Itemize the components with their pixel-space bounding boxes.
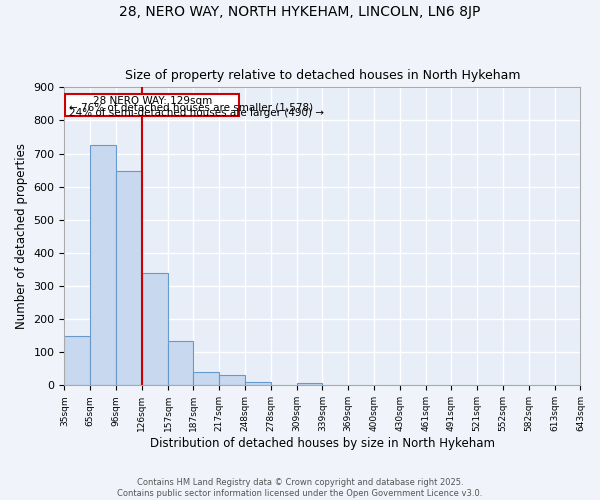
- Bar: [245, 382, 271, 386]
- Text: ← 76% of detached houses are smaller (1,578): ← 76% of detached houses are smaller (1,…: [70, 102, 314, 112]
- FancyBboxPatch shape: [65, 94, 239, 116]
- Text: 28 NERO WAY: 129sqm: 28 NERO WAY: 129sqm: [92, 96, 212, 106]
- Text: 28, NERO WAY, NORTH HYKEHAM, LINCOLN, LN6 8JP: 28, NERO WAY, NORTH HYKEHAM, LINCOLN, LN…: [119, 5, 481, 19]
- Bar: [193, 372, 219, 386]
- Text: Contains HM Land Registry data © Crown copyright and database right 2025.
Contai: Contains HM Land Registry data © Crown c…: [118, 478, 482, 498]
- Bar: [142, 273, 168, 386]
- X-axis label: Distribution of detached houses by size in North Hykeham: Distribution of detached houses by size …: [150, 437, 495, 450]
- Bar: [297, 382, 322, 386]
- Text: 24% of semi-detached houses are larger (490) →: 24% of semi-detached houses are larger (…: [70, 108, 325, 118]
- Bar: [219, 376, 245, 386]
- Bar: [90, 146, 116, 386]
- Bar: [64, 336, 90, 386]
- Bar: [168, 340, 193, 386]
- Bar: [116, 171, 142, 386]
- Title: Size of property relative to detached houses in North Hykeham: Size of property relative to detached ho…: [125, 69, 520, 82]
- Y-axis label: Number of detached properties: Number of detached properties: [15, 144, 28, 330]
